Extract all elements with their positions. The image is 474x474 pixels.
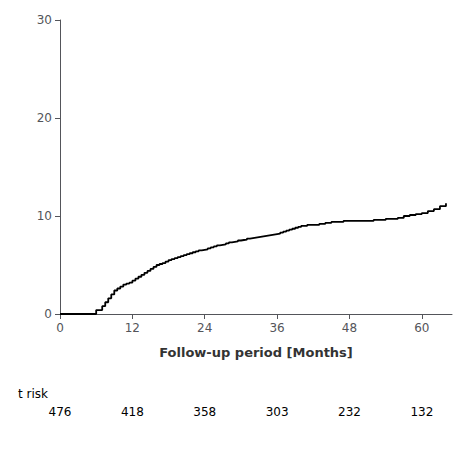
- svg-text:132: 132: [410, 405, 433, 419]
- svg-text:12: 12: [125, 321, 140, 335]
- svg-text:20: 20: [37, 111, 52, 125]
- svg-text:232: 232: [338, 405, 361, 419]
- svg-text:0: 0: [44, 307, 52, 321]
- svg-text:Follow-up period [Months]: Follow-up period [Months]: [159, 345, 353, 360]
- svg-text:0: 0: [56, 321, 64, 335]
- svg-text:30: 30: [37, 13, 52, 27]
- svg-text:t risk: t risk: [18, 387, 48, 401]
- svg-text:358: 358: [193, 405, 216, 419]
- svg-text:36: 36: [269, 321, 284, 335]
- svg-text:303: 303: [266, 405, 289, 419]
- svg-text:10: 10: [37, 209, 52, 223]
- svg-text:48: 48: [342, 321, 357, 335]
- svg-text:24: 24: [197, 321, 212, 335]
- svg-text:60: 60: [414, 321, 429, 335]
- svg-text:476: 476: [49, 405, 72, 419]
- svg-text:418: 418: [121, 405, 144, 419]
